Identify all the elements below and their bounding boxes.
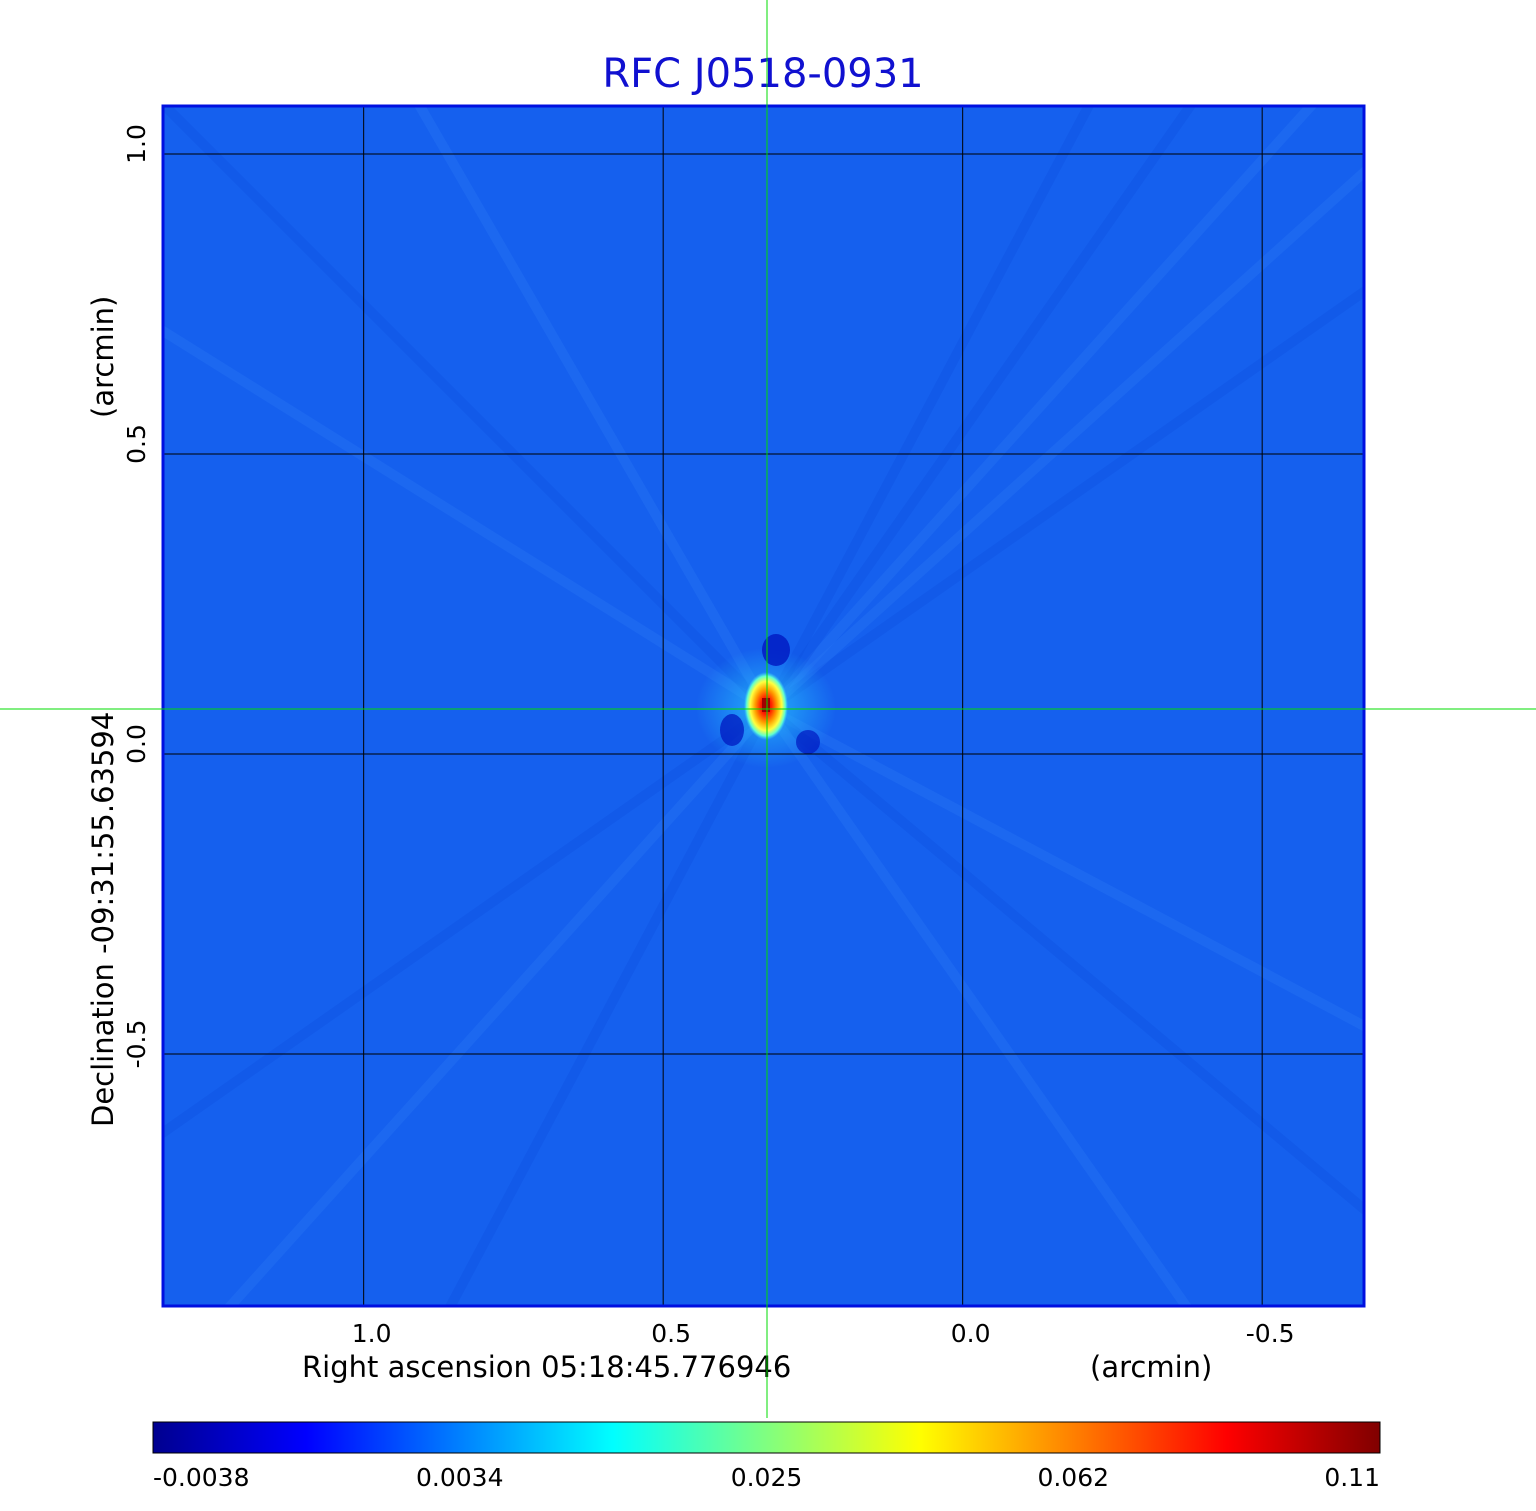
grid-lines	[163, 106, 1364, 1306]
sidelobe-streak	[764, 106, 1318, 713]
colorbar-tick-label: 0.11	[1324, 1463, 1380, 1492]
sidelobe-streak	[763, 106, 1197, 712]
y-tick-labels: 1.0 0.5 0.0 -0.5	[122, 124, 151, 1068]
sidelobe-streak	[444, 706, 773, 1306]
y-tick-label: 0.5	[122, 424, 151, 464]
x-axis-label: Right ascension 05:18:45.776946	[302, 1350, 791, 1384]
sidelobe-streak	[765, 704, 1364, 1032]
sidelobe-streaks	[163, 106, 1364, 1306]
sidelobe-streak	[223, 705, 772, 1306]
colorbar-tick-label: 0.025	[731, 1463, 803, 1492]
negative-lobe-left	[720, 714, 744, 746]
negative-lobe-top	[762, 634, 790, 666]
colorbar: -0.0038 0.0034 0.025 0.062 0.11	[152, 1421, 1381, 1492]
x-tick-label: 1.0	[352, 1319, 392, 1348]
colorbar-tick-labels: -0.0038 0.0034 0.025 0.062 0.11	[153, 1463, 1380, 1492]
x-tick-label: 0.5	[651, 1319, 691, 1348]
x-tick-label: 0.0	[951, 1319, 991, 1348]
sidelobe-streak	[163, 704, 771, 1139]
sidelobe-streak	[763, 106, 1095, 712]
sidelobe-streak	[163, 325, 771, 714]
sidelobe-streak	[764, 165, 1364, 713]
y-tick-label: -0.5	[122, 1020, 151, 1069]
crosshair	[0, 0, 1536, 1418]
sidelobe-streak	[163, 106, 772, 713]
radio-source	[696, 634, 836, 768]
sidelobe-streak	[765, 285, 1364, 714]
source-peak-pixel	[762, 698, 770, 712]
y-axis-label: Declination -09:31:55.63594	[86, 712, 120, 1127]
x-tick-label: -0.5	[1246, 1319, 1295, 1348]
colorbar-tick-label: -0.0038	[153, 1463, 250, 1492]
plot-area	[161, 104, 1366, 1308]
y-tick-label: 0.0	[122, 724, 151, 764]
colorbar-tick-label: 0.0034	[416, 1463, 503, 1492]
colorbar-tick-label: 0.062	[1037, 1463, 1109, 1492]
y-tick-label: 1.0	[122, 124, 151, 164]
colorbar-gradient	[152, 1421, 1381, 1454]
x-axis-unit: (arcmin)	[1090, 1350, 1212, 1384]
y-axis-unit: (arcmin)	[86, 296, 120, 418]
plot-frame	[161, 104, 1366, 1308]
chart-title: RFC J0518-0931	[602, 51, 923, 97]
x-tick-labels: 1.0 0.5 0.0 -0.5	[352, 1319, 1295, 1348]
sidelobe-streak	[764, 705, 1364, 1216]
sidelobe-streak	[414, 106, 773, 712]
negative-lobe-right	[796, 730, 820, 754]
sidelobe-streak	[763, 706, 1193, 1306]
